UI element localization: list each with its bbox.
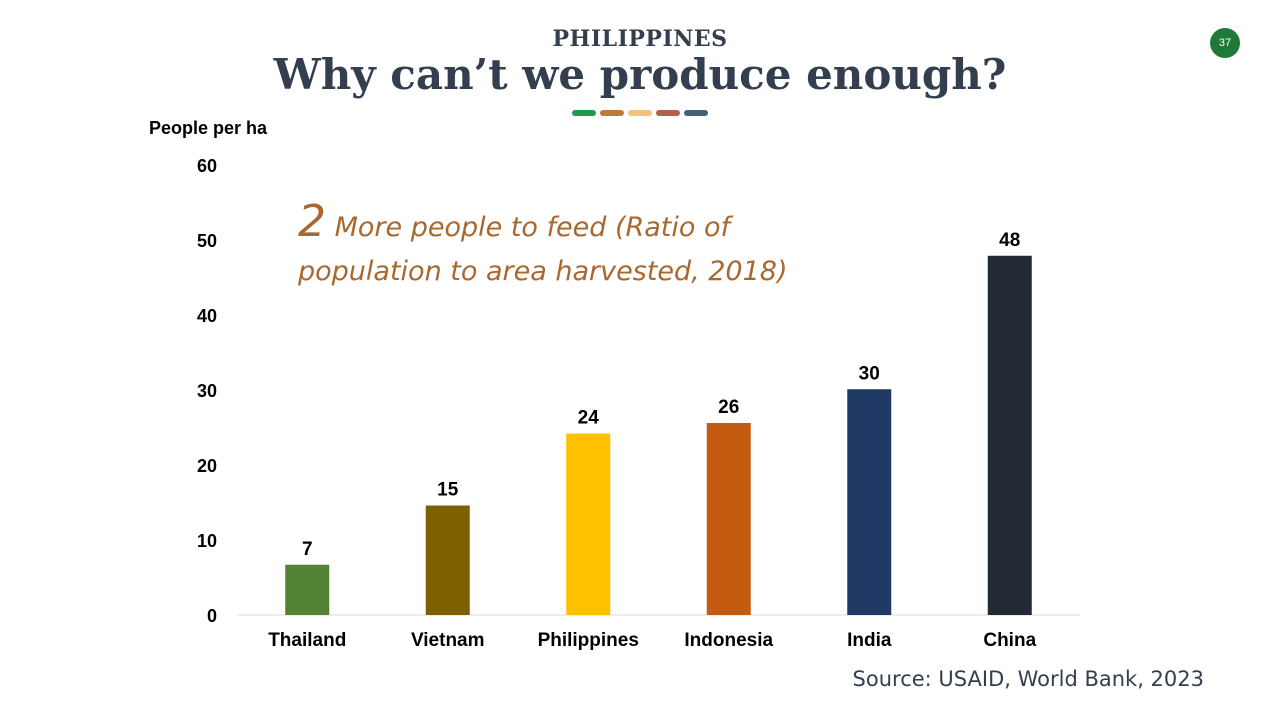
data-label-india: 30 xyxy=(859,363,880,384)
y-tick-label: 50 xyxy=(197,231,217,251)
bar-vietnam xyxy=(425,505,470,615)
page-number-badge: 37 xyxy=(1210,28,1240,58)
source-note: Source: USAID, World Bank, 2023 xyxy=(852,667,1204,691)
y-tick-label: 0 xyxy=(207,606,217,626)
data-label-indonesia: 26 xyxy=(718,397,739,418)
data-label-china: 48 xyxy=(999,230,1020,251)
data-labels: 7 15 24 26 30 48 xyxy=(302,230,1020,560)
chart-annotation: 2 More people to feed (Ratio of populati… xyxy=(298,200,798,294)
supertitle: PHILIPPINES xyxy=(552,26,728,52)
bar-china xyxy=(987,255,1032,615)
x-tick-india: India xyxy=(847,630,892,651)
y-tick-label: 30 xyxy=(197,381,217,401)
bar-india xyxy=(847,389,892,615)
y-tick-label: 20 xyxy=(197,456,217,476)
dot-4 xyxy=(656,110,680,116)
dot-1 xyxy=(572,110,596,116)
x-tick-china: China xyxy=(983,630,1036,651)
bar-thailand xyxy=(285,564,330,615)
x-tick-vietnam: Vietnam xyxy=(411,630,485,651)
data-label-vietnam: 15 xyxy=(437,480,459,501)
decorative-dots xyxy=(572,110,708,116)
y-tick-label: 10 xyxy=(197,531,217,551)
dot-5 xyxy=(684,110,708,116)
x-axis-ticks: Thailand Vietnam Philippines Indonesia India… xyxy=(268,630,1036,651)
annotation-text: More people to feed (Ratio of population… xyxy=(298,212,788,287)
bar-indonesia xyxy=(706,423,751,615)
dot-3 xyxy=(628,110,652,116)
y-axis-ticks: 0 10 20 30 40 50 60 xyxy=(197,156,217,626)
dot-2 xyxy=(600,110,624,116)
bars xyxy=(285,255,1032,615)
page-title: Why can’t we produce enough? xyxy=(273,50,1007,99)
x-tick-thailand: Thailand xyxy=(268,630,346,651)
bar-philippines xyxy=(566,433,611,615)
y-tick-label: 40 xyxy=(197,306,217,326)
data-label-thailand: 7 xyxy=(302,539,313,560)
x-tick-philippines: Philippines xyxy=(538,630,639,651)
x-tick-indonesia: Indonesia xyxy=(684,630,773,651)
y-tick-label: 60 xyxy=(197,156,217,176)
data-label-philippines: 24 xyxy=(578,408,600,429)
annotation-number: 2 xyxy=(298,196,326,247)
y-axis-label: People per ha xyxy=(149,118,268,138)
